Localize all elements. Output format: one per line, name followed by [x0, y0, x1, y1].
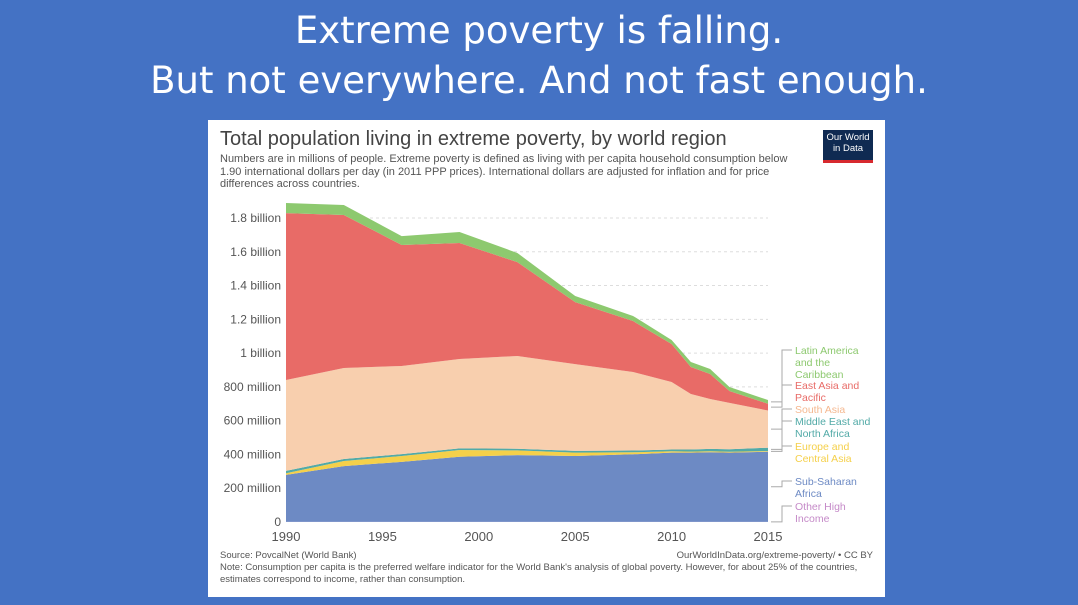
y-tick-label: 800 million — [224, 380, 281, 394]
chart-svg: 0 200 million 400 million 600 million 800 mi… — [224, 202, 870, 544]
legend-connector — [771, 505, 792, 523]
area-sub-saharan-africa — [286, 451, 768, 522]
legend-label: Income — [795, 513, 830, 525]
legend-label: Latin America — [795, 345, 859, 357]
x-tick-label: 2005 — [561, 529, 590, 544]
x-tick-label: 2000 — [464, 529, 493, 544]
legend-label: Central Asia — [795, 453, 852, 465]
chart-title: Total population living in extreme pover… — [220, 128, 727, 150]
legend-connector — [771, 420, 792, 450]
chart-card: Total population living in extreme pover… — [208, 120, 885, 597]
y-tick-label: 600 million — [224, 414, 281, 428]
y-tick-label: 1.8 billion — [230, 211, 281, 225]
x-tick-label: 2010 — [657, 529, 686, 544]
note-text: Note: Consumption per capita is the pref… — [220, 562, 858, 585]
y-tick-label: 1 billion — [240, 346, 281, 360]
legend-label: and the — [795, 357, 830, 369]
legend-label: South Asia — [795, 404, 845, 416]
legend-connector — [771, 349, 792, 403]
slide-title-line-1: Extreme poverty is falling. — [294, 9, 784, 52]
source-text: Source: PovcalNet (World Bank) — [220, 550, 357, 561]
area-middle-east-and-north-africa — [286, 447, 768, 474]
legend-label: Other High — [795, 501, 846, 513]
owid-logo: Our World in Data — [823, 130, 873, 163]
legend-label: East Asia and — [795, 380, 859, 392]
legend-connector — [771, 408, 792, 430]
y-tick-label: 0 — [274, 515, 281, 529]
legend-label: Pacific — [795, 392, 826, 404]
area-south-asia — [286, 355, 768, 471]
x-tick-label: 2015 — [754, 529, 783, 544]
y-tick-label: 400 million — [224, 447, 281, 461]
area-east-asia-and-pacific — [286, 213, 768, 411]
x-tick-label: 1990 — [272, 529, 301, 544]
slide-title-line-2: But not everywhere. And not fast enough. — [150, 59, 928, 102]
y-tick-label: 1.6 billion — [230, 245, 281, 259]
slide-title: Extreme poverty is falling. But not ever… — [0, 6, 1078, 106]
legend-label: Sub-Saharan — [795, 476, 857, 488]
y-tick-label: 1.2 billion — [230, 312, 281, 326]
area-europe-and-central-asia — [286, 450, 768, 475]
x-tick-label: 1995 — [368, 529, 397, 544]
legend-label: Caribbean — [795, 369, 844, 381]
legend-label: Africa — [795, 488, 822, 500]
y-tick-label: 1.4 billion — [230, 279, 281, 293]
legend-label: North Africa — [795, 428, 850, 440]
legend-label: Europe and — [795, 441, 849, 453]
legend-label: Middle East and — [795, 416, 870, 428]
legend-connector — [771, 480, 792, 488]
y-tick-label: 200 million — [224, 481, 281, 495]
source-url[interactable]: OurWorldInData.org/extreme-poverty/ • CC… — [676, 550, 873, 561]
chart-subtitle: Numbers are in millions of people. Extre… — [220, 153, 788, 190]
